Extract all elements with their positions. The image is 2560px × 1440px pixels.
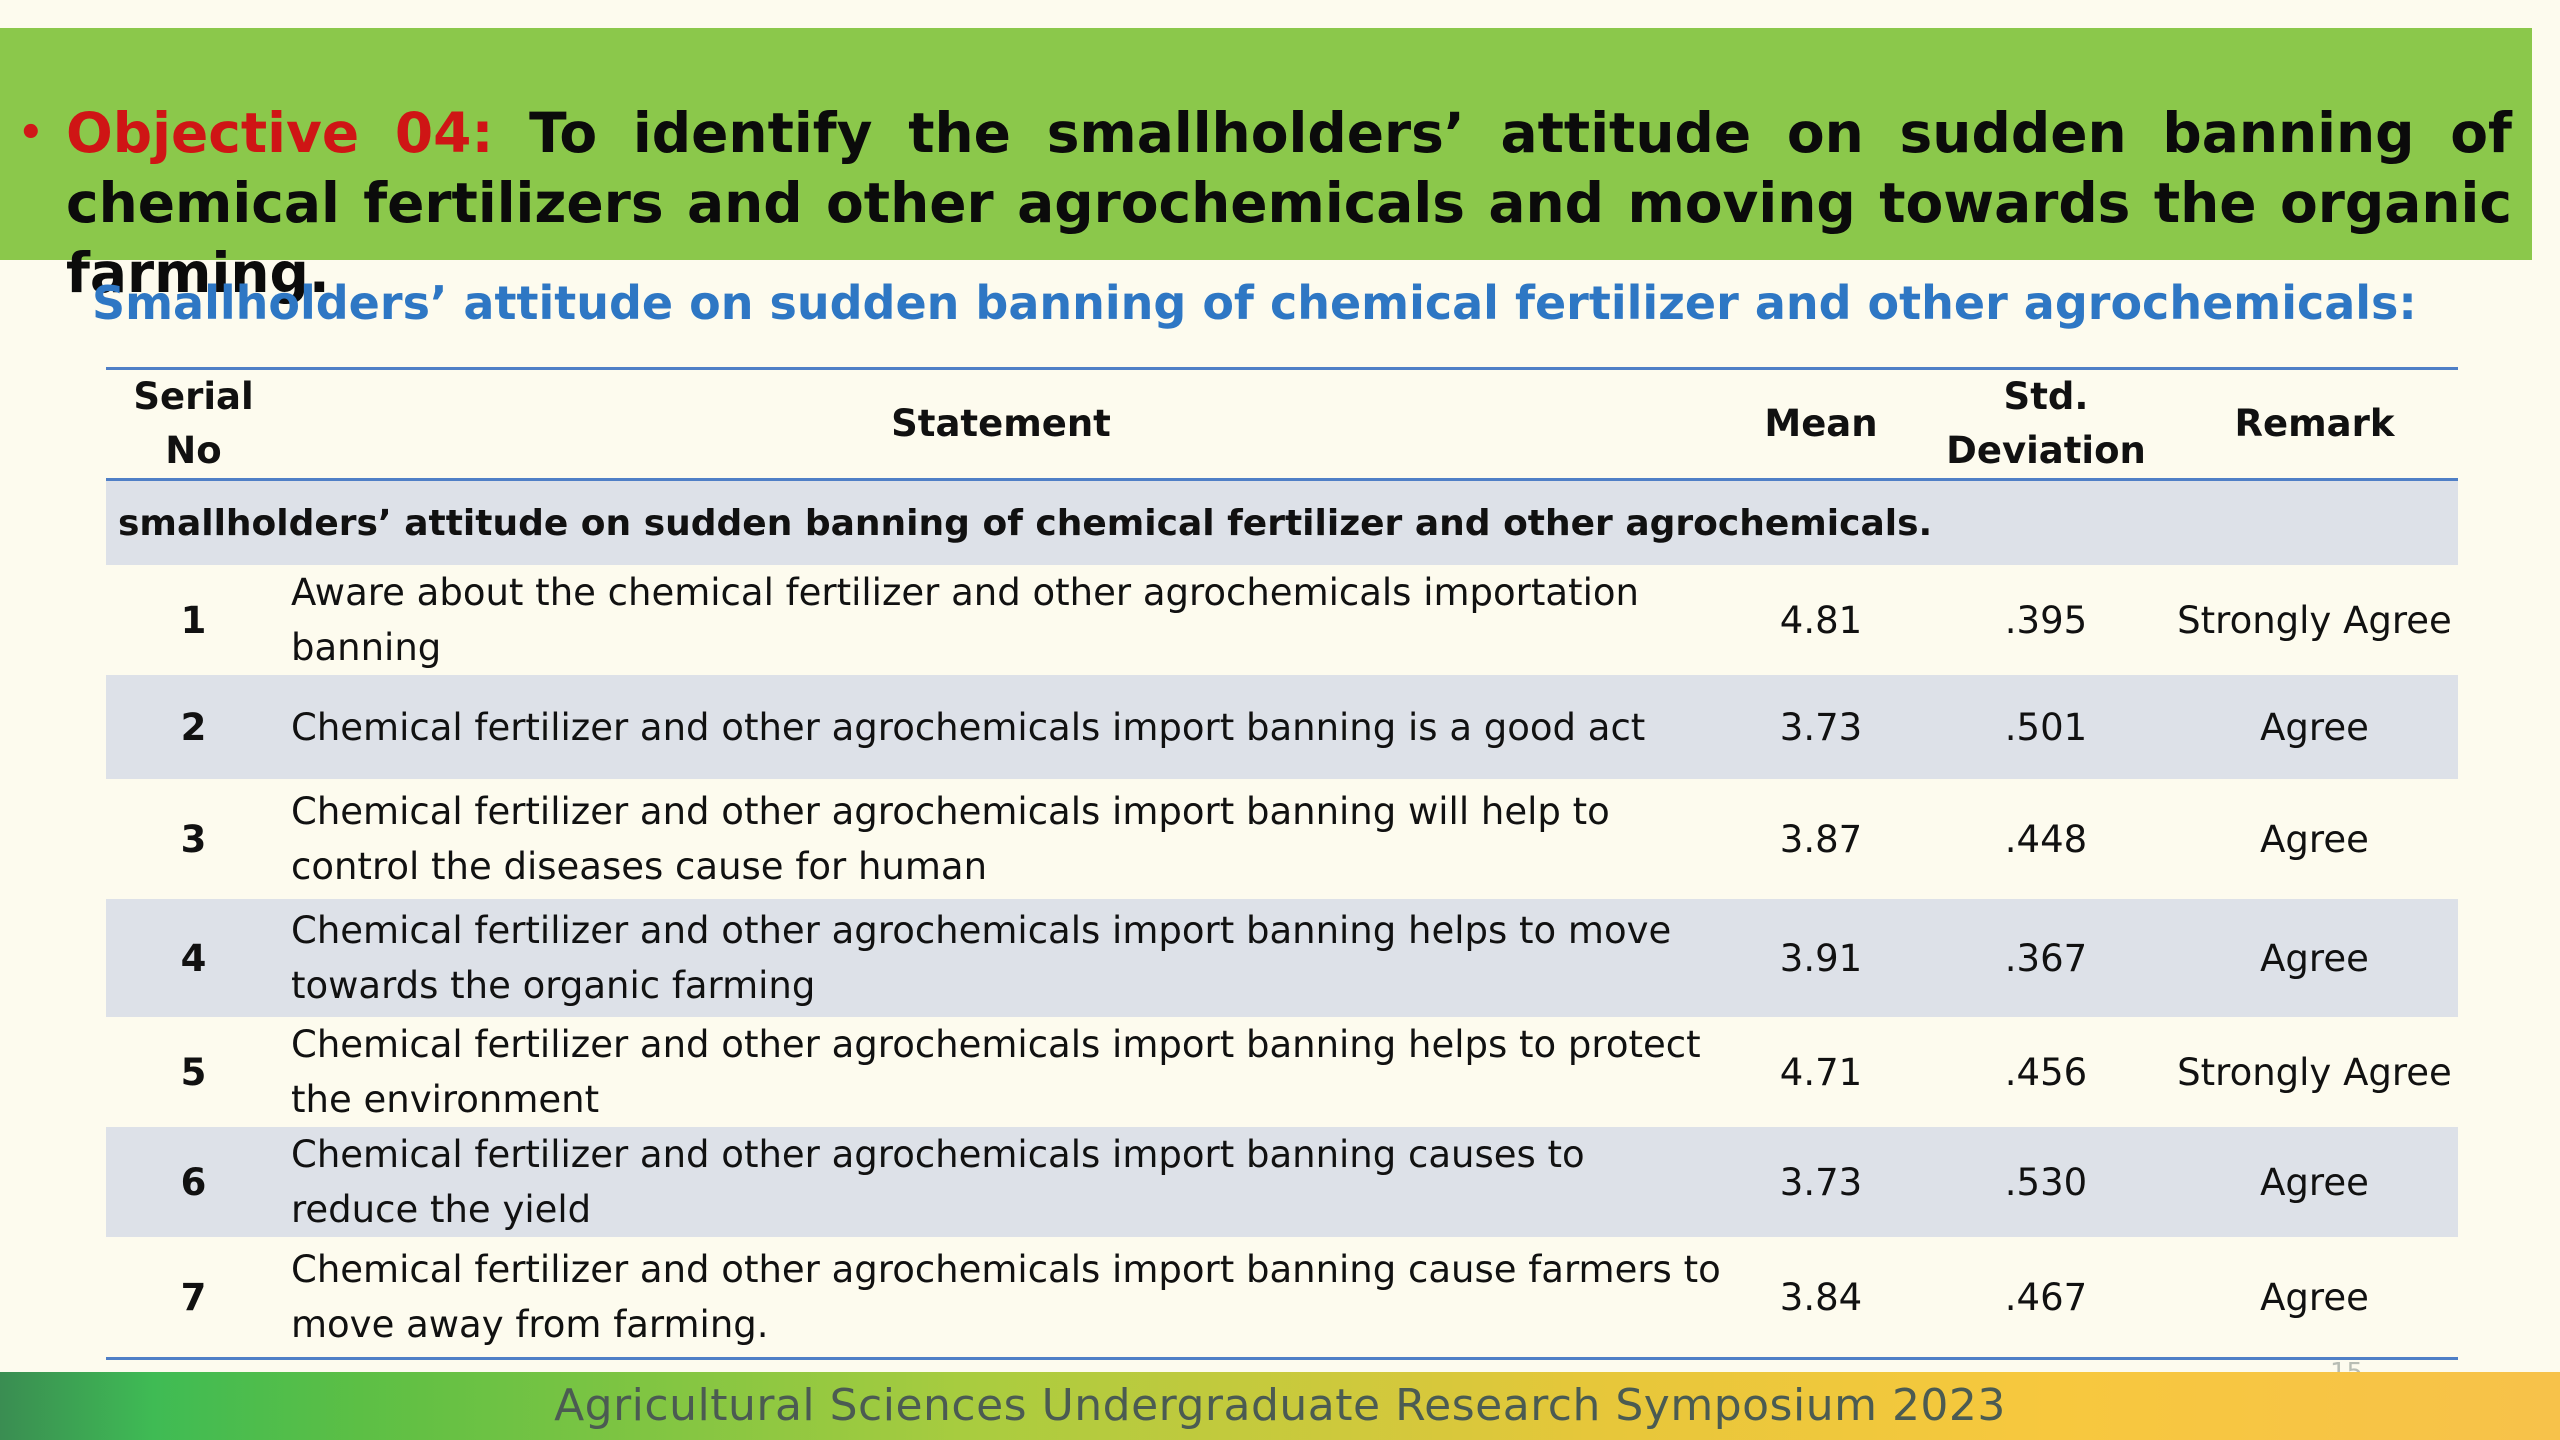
remark-cell: Agree [2171, 899, 2458, 1017]
serial-no-cell: 6 [106, 1127, 281, 1237]
table-subtitle: Smallholders’ attitude on sudden banning… [92, 276, 2417, 330]
statement-cell: Chemical fertilizer and other agrochemic… [281, 1237, 1721, 1359]
serial-no-cell: 7 [106, 1237, 281, 1359]
section-label: smallholders’ attitude on sudden banning… [106, 479, 2458, 565]
remark-cell: Agree [2171, 779, 2458, 899]
table-row: 6 Chemical fertilizer and other agrochem… [106, 1127, 2458, 1237]
serial-no-cell: 1 [106, 565, 281, 675]
std-deviation-cell: .530 [1921, 1127, 2171, 1237]
serial-no-cell: 4 [106, 899, 281, 1017]
std-deviation-cell: .456 [1921, 1017, 2171, 1127]
remark-cell: Agree [2171, 1237, 2458, 1359]
statement-cell: Chemical fertilizer and other agrochemic… [281, 899, 1721, 1017]
statement-cell: Chemical fertilizer and other agrochemic… [281, 675, 1721, 779]
header-statement: Statement [891, 402, 1111, 445]
attitude-table-container: Serial No Statement Mean Std. Deviation … [106, 367, 2458, 1360]
header-mean: Mean [1764, 402, 1878, 445]
table-header-row: Serial No Statement Mean Std. Deviation … [106, 368, 2458, 480]
statement-cell: Chemical fertilizer and other agrochemic… [281, 779, 1721, 899]
attitude-table: Serial No Statement Mean Std. Deviation … [106, 367, 2458, 1360]
objective-heading: Objective 04: To identify the smallholde… [66, 98, 2512, 308]
header-remark: Remark [2234, 402, 2395, 445]
header-serial-no: Serial No [133, 375, 254, 472]
remark-cell: Strongly Agree [2171, 565, 2458, 675]
serial-no-cell: 5 [106, 1017, 281, 1127]
statement-cell: Aware about the chemical fertilizer and … [281, 565, 1721, 675]
mean-cell: 4.81 [1721, 565, 1921, 675]
mean-cell: 3.73 [1721, 675, 1921, 779]
std-deviation-cell: .501 [1921, 675, 2171, 779]
remark-cell: Strongly Agree [2171, 1017, 2458, 1127]
footer-text: Agricultural Sciences Undergraduate Rese… [554, 1380, 2006, 1431]
bullet-icon: • [18, 110, 44, 156]
table-row: 3 Chemical fertilizer and other agrochem… [106, 779, 2458, 899]
section-row: smallholders’ attitude on sudden banning… [106, 479, 2458, 565]
mean-cell: 3.91 [1721, 899, 1921, 1017]
objective-banner: • Objective 04: To identify the smallhol… [0, 28, 2532, 305]
table-row: 2 Chemical fertilizer and other agrochem… [106, 675, 2458, 779]
remark-cell: Agree [2171, 1127, 2458, 1237]
std-deviation-cell: .467 [1921, 1237, 2171, 1359]
objective-label: Objective 04: [66, 101, 494, 165]
remark-cell: Agree [2171, 675, 2458, 779]
table-row: 1 Aware about the chemical fertilizer an… [106, 565, 2458, 675]
mean-cell: 3.87 [1721, 779, 1921, 899]
mean-cell: 4.71 [1721, 1017, 1921, 1127]
serial-no-cell: 2 [106, 675, 281, 779]
statement-cell: Chemical fertilizer and other agrochemic… [281, 1127, 1721, 1237]
serial-no-cell: 3 [106, 779, 281, 899]
objective-text: To identify the smallholders’ attitude o… [66, 101, 2512, 305]
std-deviation-cell: .395 [1921, 565, 2171, 675]
mean-cell: 3.84 [1721, 1237, 1921, 1359]
header-std-deviation: Std. Deviation [1946, 375, 2146, 472]
table-row: 4 Chemical fertilizer and other agrochem… [106, 899, 2458, 1017]
table-row: 7 Chemical fertilizer and other agrochem… [106, 1237, 2458, 1359]
footer-bar: Agricultural Sciences Undergraduate Rese… [0, 1372, 2560, 1440]
std-deviation-cell: .367 [1921, 899, 2171, 1017]
std-deviation-cell: .448 [1921, 779, 2171, 899]
statement-cell: Chemical fertilizer and other agrochemic… [281, 1017, 1721, 1127]
table-row: 5 Chemical fertilizer and other agrochem… [106, 1017, 2458, 1127]
mean-cell: 3.73 [1721, 1127, 1921, 1237]
